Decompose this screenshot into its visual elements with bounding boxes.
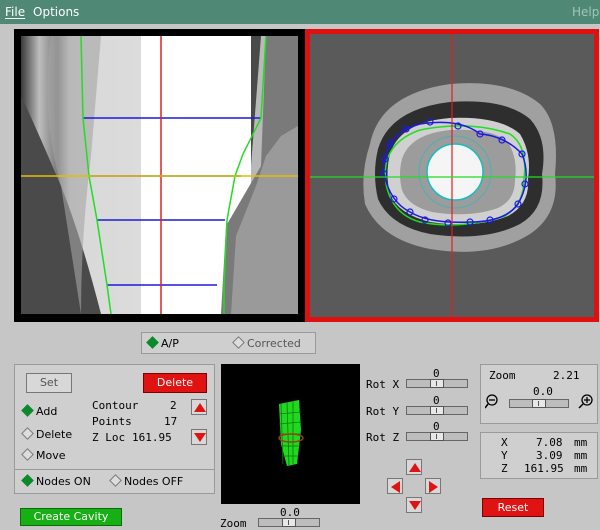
- coord-x-label: X: [501, 436, 508, 449]
- pan-left-button[interactable]: [387, 478, 403, 494]
- view-mode-ap[interactable]: A/P: [148, 337, 179, 350]
- mode-delete[interactable]: Delete: [23, 428, 72, 441]
- coronal-view[interactable]: [21, 36, 298, 314]
- points-label: Points: [92, 415, 132, 428]
- coord-y-label: Y: [501, 449, 508, 462]
- contour-label: Contour: [92, 399, 138, 412]
- menu-help[interactable]: Help: [572, 5, 599, 19]
- contour-value: 2: [170, 399, 177, 412]
- mode-delete-label: Delete: [36, 428, 72, 441]
- slider-thumb[interactable]: [430, 379, 444, 388]
- slider-thumb[interactable]: [430, 406, 444, 415]
- zoom-in-icon[interactable]: [577, 393, 595, 409]
- radio-unselected-icon: [109, 474, 122, 487]
- view-mode-corrected[interactable]: Corrected: [234, 337, 301, 350]
- rot-z-slider[interactable]: [406, 432, 468, 441]
- image-viewer: [14, 29, 599, 322]
- mode-move-label: Move: [36, 449, 66, 462]
- rot-y-label: Rot Y: [366, 405, 399, 418]
- set-button[interactable]: Set: [26, 373, 72, 393]
- rot-y-slider[interactable]: [406, 406, 468, 415]
- radio-unselected-icon: [21, 427, 34, 440]
- mode-add[interactable]: Add: [23, 405, 57, 418]
- menu-options[interactable]: Options: [33, 5, 79, 19]
- points-value: 17: [164, 415, 177, 428]
- preview-zoom-slider[interactable]: [258, 518, 320, 527]
- zloc-label: Z Loc: [92, 431, 125, 444]
- nodes-on-label: Nodes ON: [36, 475, 91, 488]
- mode-move[interactable]: Move: [23, 449, 66, 462]
- slider-thumb[interactable]: [282, 518, 296, 527]
- 3d-preview[interactable]: [221, 364, 360, 504]
- slider-thumb[interactable]: [532, 399, 546, 408]
- preview-zoom-label: Zoom: [220, 517, 247, 530]
- contour-panel: Set Delete Add Delete Move Contour 2 Poi…: [14, 364, 215, 494]
- left-arrow-icon: [391, 481, 400, 493]
- coord-z-value: 161.95: [524, 462, 564, 475]
- view-mode-corrected-label: Corrected: [247, 337, 301, 350]
- right-arrow-icon: [429, 481, 438, 493]
- down-arrow-icon: [194, 433, 206, 442]
- pan-up-button[interactable]: [406, 459, 422, 475]
- radio-unselected-icon: [232, 336, 245, 349]
- view-mode-selector: A/P Corrected: [141, 332, 316, 354]
- zoom-value: 2.21: [553, 369, 580, 382]
- zoom-label: Zoom: [489, 369, 516, 382]
- menu-bar: File Options Help: [0, 0, 600, 24]
- nodes-on[interactable]: Nodes ON: [23, 475, 91, 488]
- rot-z-label: Rot Z: [366, 431, 399, 444]
- coord-z-unit: mm: [574, 462, 587, 475]
- coord-y-unit: mm: [574, 449, 587, 462]
- radio-selected-icon: [21, 404, 34, 417]
- up-arrow-icon: [194, 403, 206, 412]
- mode-add-label: Add: [36, 405, 57, 418]
- nodes-off[interactable]: Nodes OFF: [111, 475, 183, 488]
- divider: [15, 469, 214, 470]
- contour-up-button[interactable]: [191, 399, 207, 415]
- radio-unselected-icon: [21, 448, 34, 461]
- reset-button[interactable]: Reset: [482, 498, 544, 517]
- zloc-value: 161.95: [132, 431, 172, 444]
- slider-thumb[interactable]: [430, 432, 444, 441]
- rot-x-label: Rot X: [366, 378, 399, 391]
- axial-view[interactable]: [305, 29, 599, 322]
- coord-y-value: 3.09: [536, 449, 563, 462]
- down-arrow-icon: [409, 501, 421, 510]
- zoom-slider[interactable]: [509, 399, 569, 408]
- contour-down-button[interactable]: [191, 429, 207, 445]
- coord-x-value: 7.08: [536, 436, 563, 449]
- create-cavity-button[interactable]: Create Cavity: [20, 508, 122, 526]
- coord-x-unit: mm: [574, 436, 587, 449]
- rot-x-slider[interactable]: [406, 379, 468, 388]
- zoom-slider-value: 0.0: [533, 385, 553, 398]
- coordinates-panel: X 7.08 mm Y 3.09 mm Z 161.95 mm: [480, 432, 598, 479]
- pan-down-button[interactable]: [406, 497, 422, 513]
- nodes-off-label: Nodes OFF: [124, 475, 183, 488]
- delete-button[interactable]: Delete: [143, 373, 207, 393]
- view-mode-ap-label: A/P: [161, 337, 179, 350]
- menu-file[interactable]: File: [5, 5, 25, 19]
- up-arrow-icon: [409, 463, 421, 472]
- zoom-out-icon[interactable]: [485, 393, 501, 409]
- pan-right-button[interactable]: [425, 478, 441, 494]
- radio-selected-icon: [146, 336, 159, 349]
- coord-z-label: Z: [501, 462, 508, 475]
- radio-selected-icon: [21, 474, 34, 487]
- zoom-panel: Zoom 2.21 0.0: [480, 364, 598, 424]
